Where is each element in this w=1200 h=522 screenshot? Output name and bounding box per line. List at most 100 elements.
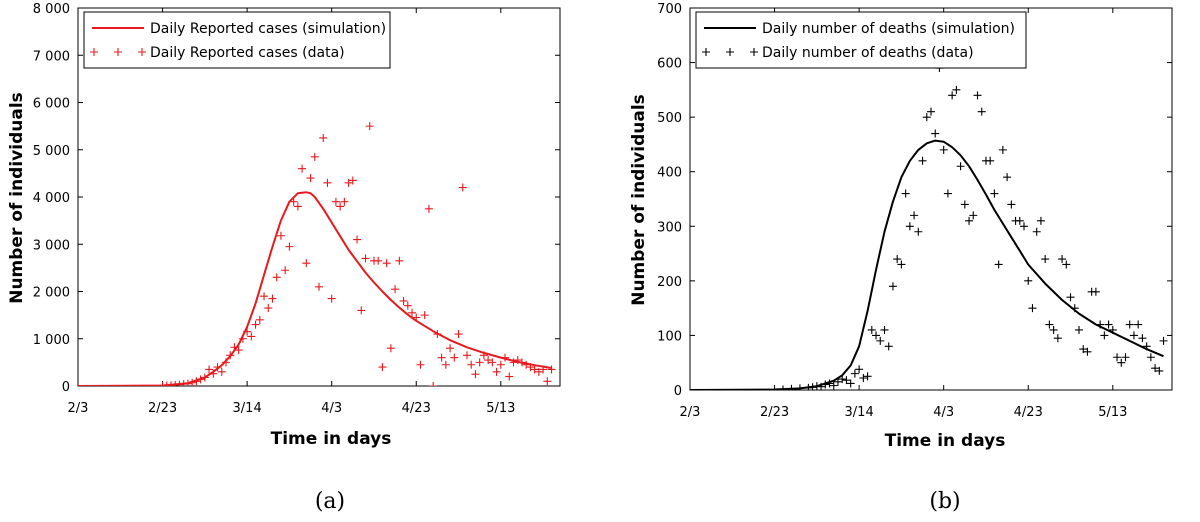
data-point [1062,260,1071,269]
data-point [905,222,914,231]
data-point [467,360,476,369]
data-point [817,382,826,390]
data-point [943,189,952,198]
data-point [395,256,404,265]
data-point [348,176,357,185]
legend-marker-label: Daily number of deaths (data) [762,45,974,61]
data-point [399,296,408,305]
data-point [1028,304,1037,313]
data-point [365,122,374,131]
data-point [1066,293,1075,302]
legend-marker-swatch [114,48,122,56]
data-point [488,358,497,367]
data-point [458,183,467,192]
data-point [787,384,796,390]
legend-line-label: Daily Reported cases (simulation) [150,21,386,37]
data-point [213,363,222,372]
data-point [501,353,510,362]
data-point [1104,320,1113,329]
data-point [441,360,450,369]
data-point [492,367,501,376]
data-point [893,255,902,264]
data-point [901,189,910,198]
data-point [243,327,252,336]
data-point [1108,325,1117,334]
data-point [986,156,995,165]
panel-caption: (a) [315,489,345,514]
x-tick-label: 5/13 [1098,405,1127,420]
data-point [1007,200,1016,209]
data-point [888,282,897,291]
y-tick-label: 3 000 [33,238,70,253]
data-point [479,351,488,360]
data-point [183,379,192,386]
legend-marker-swatch [90,48,98,56]
x-axis-label: Time in days [885,431,1006,451]
y-tick-label: 2 000 [33,286,70,301]
data-point [1058,255,1067,264]
plot-frame [689,7,1173,391]
data-point [922,113,931,122]
data-point [526,363,535,372]
y-tick-label: 500 [657,111,682,126]
data-point [859,373,868,382]
plot-area [78,122,556,386]
y-tick-label: 0 [62,380,70,395]
data-point [437,353,446,362]
data-point [1020,222,1029,231]
data-point [910,211,919,220]
simulation-line [78,191,552,386]
data-point [281,266,290,275]
y-tick-label: 7 000 [33,49,70,64]
data-point [260,292,269,301]
data-point [450,353,459,362]
data-point [825,379,834,388]
data-point [386,344,395,353]
data-point [1138,334,1147,343]
data-point [1070,304,1079,313]
data-point [327,294,336,303]
legend-marker-swatch [702,48,710,56]
data-point [323,178,332,187]
y-tick-label: 300 [657,220,682,235]
data-point [315,282,323,291]
data-point [272,273,281,282]
legend-box [695,11,1027,69]
data-point [205,365,214,374]
data-point [293,202,302,211]
data-point [1036,216,1045,225]
data-point [496,360,505,369]
data-point [268,294,277,303]
data-point [454,330,463,339]
data-point [255,315,264,324]
data-point [331,197,340,206]
data-point [543,377,552,386]
legend-marker-label: Daily Reported cases (data) [150,45,345,61]
y-tick-label: 700 [657,2,682,17]
y-axis-label: Number of individuals [7,92,27,304]
legend-marker-swatch [750,48,758,56]
y-tick-label: 100 [657,329,682,344]
data-point [1053,334,1062,343]
y-axis-label: Number of individuals [629,94,649,306]
data-point [209,369,218,378]
x-tick-label: 2/3 [680,405,701,420]
data-point [1100,331,1109,340]
data-point [863,372,872,381]
data-point [374,256,383,265]
data-point [876,336,885,345]
data-point [188,378,197,386]
data-point [1083,347,1092,356]
data-point [795,384,804,390]
data-point [808,383,817,390]
data-point [1074,325,1083,334]
data-point [505,372,514,381]
data-point [361,254,370,263]
data-point [990,189,999,198]
data-point [344,178,353,187]
data-point [420,311,429,320]
data-point [918,156,927,165]
data-point [880,325,889,334]
data-point [251,320,260,329]
data-point [1125,320,1134,329]
